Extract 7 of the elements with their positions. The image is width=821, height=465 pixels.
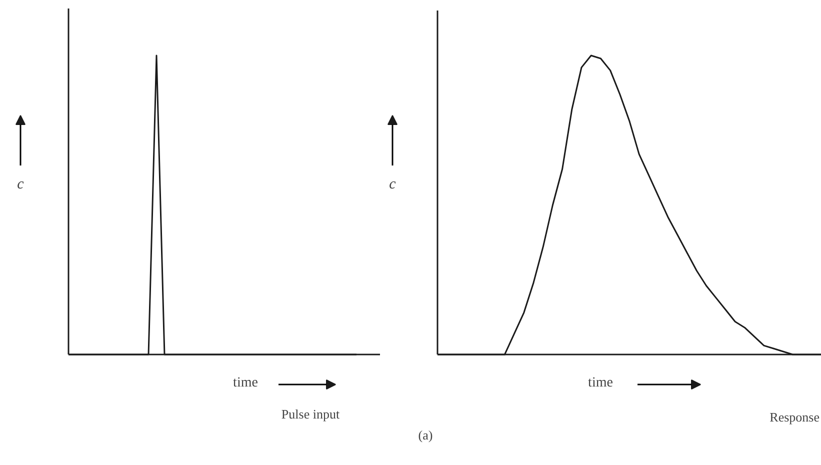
text: Pulse input [281, 406, 340, 422]
text: (a) [418, 428, 433, 442]
text: Response [770, 410, 820, 424]
x-axis-title: time [233, 376, 258, 390]
y-axis-title: c [389, 176, 396, 192]
y-axis-title: c [17, 176, 24, 192]
x-axis-title: time [588, 376, 613, 390]
